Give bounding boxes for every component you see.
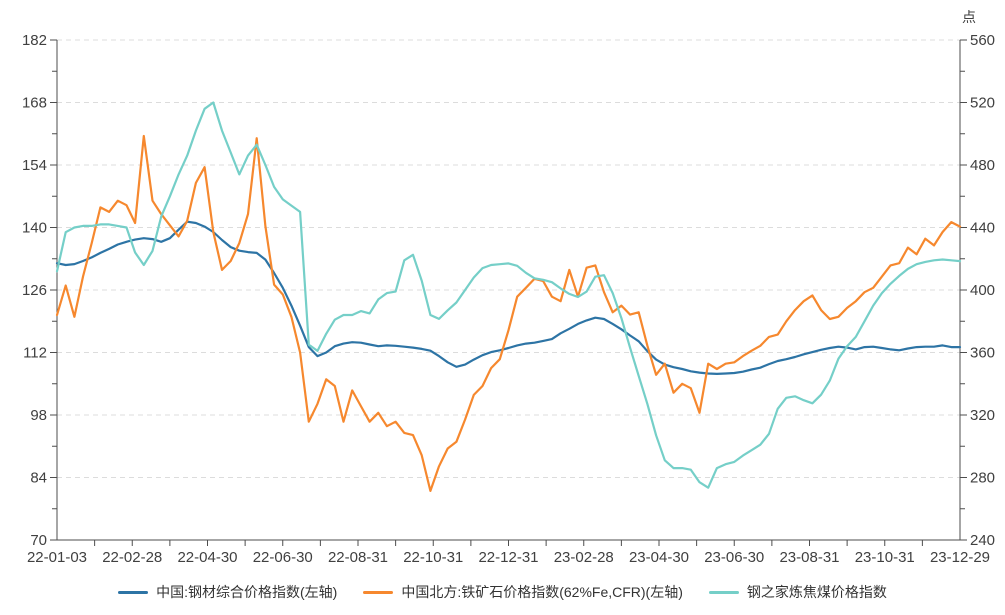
svg-text:23-10-31: 23-10-31 (855, 549, 915, 566)
svg-text:280: 280 (970, 470, 995, 487)
svg-text:360: 360 (970, 345, 995, 362)
svg-text:23-04-30: 23-04-30 (629, 549, 689, 566)
svg-text:98: 98 (30, 407, 47, 424)
svg-text:22-10-31: 22-10-31 (403, 549, 463, 566)
svg-text:520: 520 (970, 95, 995, 112)
svg-text:84: 84 (30, 470, 47, 487)
svg-text:点: 点 (962, 9, 976, 25)
svg-text:168: 168 (22, 95, 47, 112)
svg-text:22-12-31: 22-12-31 (478, 549, 538, 566)
svg-text:70: 70 (30, 532, 47, 549)
legend-label: 钢之家炼焦煤价格指数 (746, 584, 887, 600)
svg-text:23-08-31: 23-08-31 (779, 549, 839, 566)
svg-text:112: 112 (23, 345, 47, 362)
legend-item-steel-index[interactable]: 中国:钢材综合价格指数(左轴) (118, 582, 337, 602)
legend-item-coking-coal-index[interactable]: 钢之家炼焦煤价格指数 (708, 582, 887, 602)
legend-label: 中国北方:铁矿石价格指数(62%Fe,CFR)(左轴) (401, 584, 683, 600)
svg-text:23-12-29: 23-12-29 (930, 549, 990, 566)
legend-item-iron-ore-index[interactable]: 中国北方:铁矿石价格指数(62%Fe,CFR)(左轴) (363, 582, 683, 602)
svg-text:22-02-28: 22-02-28 (102, 549, 162, 566)
svg-text:240: 240 (970, 532, 995, 549)
svg-text:23-02-28: 23-02-28 (554, 549, 614, 566)
coking-coal-line-swatch (708, 590, 739, 594)
svg-text:22-08-31: 22-08-31 (328, 549, 388, 566)
svg-text:182: 182 (22, 32, 47, 49)
svg-text:400: 400 (970, 282, 995, 299)
svg-text:23-06-30: 23-06-30 (704, 549, 764, 566)
svg-text:154: 154 (22, 157, 47, 174)
svg-text:126: 126 (22, 282, 47, 299)
svg-text:440: 440 (970, 220, 995, 237)
svg-text:22-04-30: 22-04-30 (177, 549, 237, 566)
legend-label: 中国:钢材综合价格指数(左轴) (156, 584, 338, 600)
svg-text:320: 320 (970, 407, 995, 424)
iron-ore-line-swatch (363, 590, 394, 594)
steel-index-line-swatch (118, 590, 149, 594)
svg-text:140: 140 (22, 220, 47, 237)
svg-text:480: 480 (970, 157, 995, 174)
svg-text:560: 560 (970, 32, 995, 49)
svg-text:22-06-30: 22-06-30 (253, 549, 313, 566)
svg-text:22-01-03: 22-01-03 (27, 549, 87, 566)
chart-legend: 中国:钢材综合价格指数(左轴) 中国北方:铁矿石价格指数(62%Fe,CFR)(… (0, 582, 1005, 602)
